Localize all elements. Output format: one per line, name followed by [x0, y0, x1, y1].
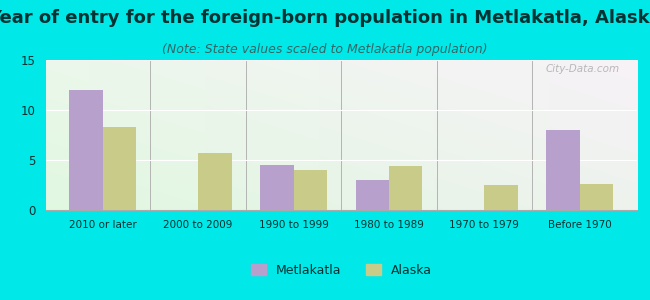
Bar — [70, 90, 103, 210]
Bar — [547, 130, 580, 210]
Bar — [356, 180, 389, 210]
Text: City-Data.com: City-Data.com — [545, 64, 619, 74]
Bar — [260, 165, 294, 210]
Bar — [294, 170, 327, 210]
Bar — [389, 166, 422, 210]
Bar — [580, 184, 613, 210]
Bar — [198, 153, 231, 210]
Text: (Note: State values scaled to Metlakatla population): (Note: State values scaled to Metlakatla… — [162, 44, 488, 56]
Bar — [103, 127, 136, 210]
Legend: Metlakatla, Alaska: Metlakatla, Alaska — [246, 259, 437, 282]
Bar — [484, 185, 518, 210]
Text: Year of entry for the foreign-born population in Metlakatla, Alaska: Year of entry for the foreign-born popul… — [0, 9, 650, 27]
